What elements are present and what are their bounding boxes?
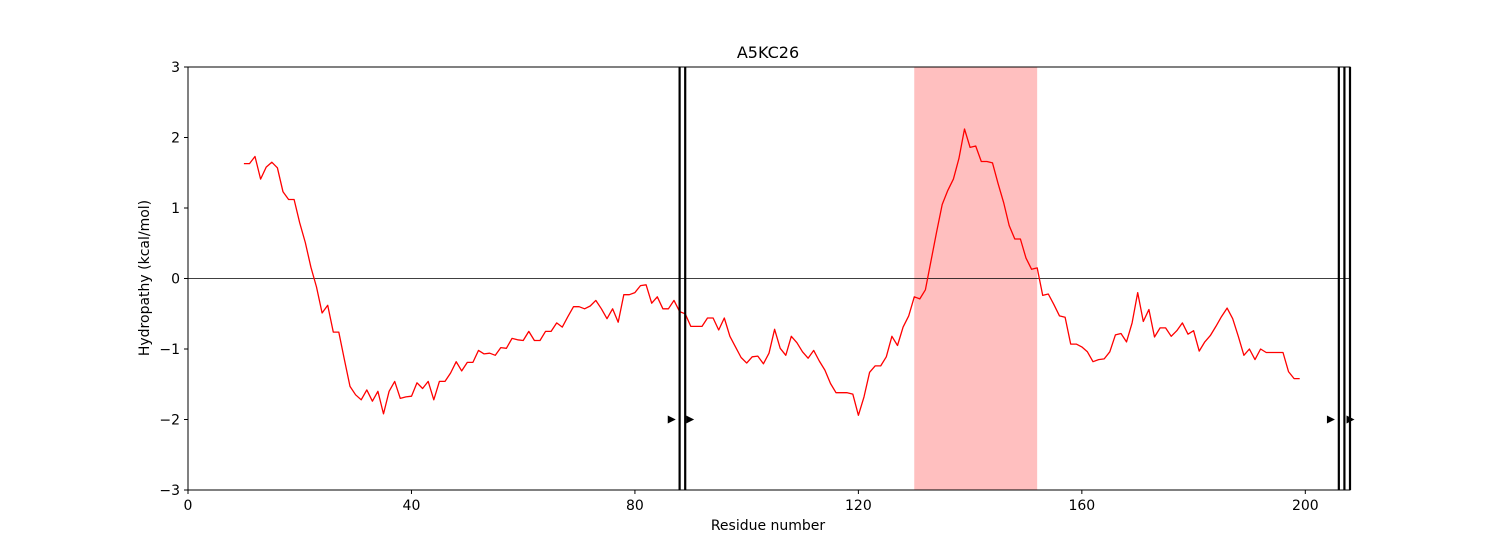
y-tick-label: 0	[171, 272, 180, 288]
x-tick-label: 200	[1292, 498, 1319, 514]
x-tick-label: 0	[184, 498, 193, 514]
chart-title: A5KC26	[737, 43, 799, 62]
x-tick-label: 40	[403, 498, 421, 514]
x-tick-label: 160	[1068, 498, 1095, 514]
y-tick-label: −2	[159, 413, 180, 429]
x-axis-label: Residue number	[711, 518, 826, 534]
y-tick-label: −1	[159, 342, 180, 358]
y-tick-label: 2	[171, 131, 180, 147]
series-line-0	[243, 128, 1300, 416]
y-axis-ticks: −3 −2 −1 0 1 2 3	[159, 60, 188, 499]
y-tick-label: 3	[171, 60, 180, 76]
x-axis-ticks: 0 40 80 120 160 200	[184, 490, 1319, 514]
triangle-marker	[1326, 415, 1335, 424]
y-axis-label: Hydropathy (kcal/mol)	[137, 200, 153, 356]
triangle-marker	[686, 415, 695, 424]
x-tick-label: 80	[626, 498, 644, 514]
triangle-marker	[667, 415, 676, 424]
plot-area	[187, 66, 1355, 491]
y-tick-label: 1	[171, 201, 180, 217]
y-tick-label: −3	[159, 483, 180, 499]
x-tick-label: 120	[845, 498, 872, 514]
